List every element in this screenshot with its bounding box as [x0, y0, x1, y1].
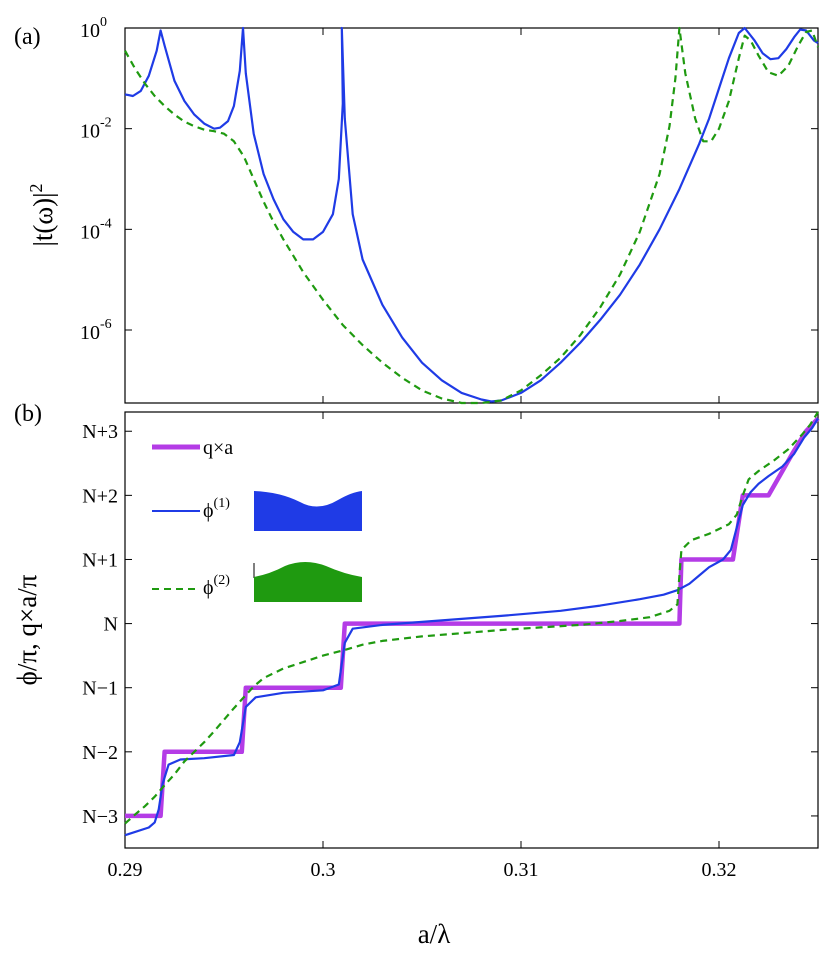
b-xtick-label-0: 0.29 [108, 859, 143, 881]
panel-a-ylabel-sup: 2 [26, 183, 46, 192]
a-ytick-base-0: 10 [80, 20, 100, 42]
b-ytick-label-1: N+2 [82, 485, 118, 507]
a-ytick-label-2: 10-4 [80, 216, 112, 243]
a-ytick-label-3: 10-6 [80, 317, 112, 344]
a-ytick-exp-2: -4 [100, 216, 112, 231]
phi1-profile-icon [254, 491, 362, 531]
legend-phi1-label: ϕ(1) [203, 496, 230, 522]
a-series-phi2 [124, 26, 820, 405]
b-ytick-label-2: N+1 [82, 549, 118, 571]
legend-phi2-label: ϕ(2) [203, 573, 230, 599]
b-xtick-label-1: 0.3 [311, 859, 336, 881]
panel-a-frame [124, 27, 819, 404]
panel-a-xticks [322, 28, 720, 403]
phi2-profile-icon [254, 562, 362, 602]
legend: q×a ϕ(1) ϕ(2) [152, 437, 362, 602]
a-ytick-base-2: 10 [80, 221, 100, 243]
b-ytick-label-3: N [104, 614, 118, 636]
panel-b: (b) N+3N+2N+1NN−1N−2N−3 0.29 0.3 0.31 0.32 … [12, 401, 820, 949]
panel-a-label: (a) [14, 24, 41, 50]
b-xtick-label-2: 0.31 [504, 859, 539, 881]
a-ytick-label-1: 10-2 [80, 116, 112, 143]
b-series-phi2 [124, 411, 819, 825]
b-xtick-label-3: 0.32 [702, 859, 737, 881]
panel-b-ylabel: ϕ/π, q×a/π [12, 574, 42, 685]
a-ytick-exp-0: 0 [100, 15, 107, 30]
panel-a-ylabel-main: |t(ω)| [28, 192, 58, 246]
legend-phi2-sup: (2) [214, 573, 231, 588]
b-ytick-label-5: N−2 [82, 742, 118, 764]
panel-b-frame [124, 411, 819, 849]
panel-b-xticks: 0.29 0.3 0.31 0.32 [108, 412, 737, 881]
a-ytick-base-3: 10 [80, 322, 100, 344]
panel-a-series [124, 26, 820, 405]
b-ytick-label-0: N+3 [82, 421, 118, 443]
legend-phi1-sup: (1) [214, 496, 231, 511]
b-series-phi1 [124, 417, 819, 837]
panel-a-ylabel: |t(ω)|2 [26, 183, 58, 246]
panel-b-xlabel: a/λ [418, 919, 451, 949]
legend-phi1-base: ϕ [203, 500, 214, 522]
panel-b-yticks: N+3 N+2 N+1 N N−1 N−2 N−3 [82, 421, 818, 828]
panel-b-series [124, 411, 820, 837]
legend-qxa-label: q×a [203, 437, 233, 459]
a-ytick-label-0: 100 [80, 15, 107, 42]
b-ytick-label-4: N−1 [82, 678, 118, 700]
panel-b-label: (b) [14, 401, 42, 427]
a-series-phi1 [124, 26, 819, 403]
a-ytick-base-1: 10 [80, 121, 100, 143]
legend-phi2-base: ϕ [203, 577, 214, 599]
a-ytick-exp-3: -6 [100, 317, 112, 332]
a-ytick-exp-1: -2 [100, 116, 112, 131]
b-ytick-label-6: N−3 [82, 806, 118, 828]
